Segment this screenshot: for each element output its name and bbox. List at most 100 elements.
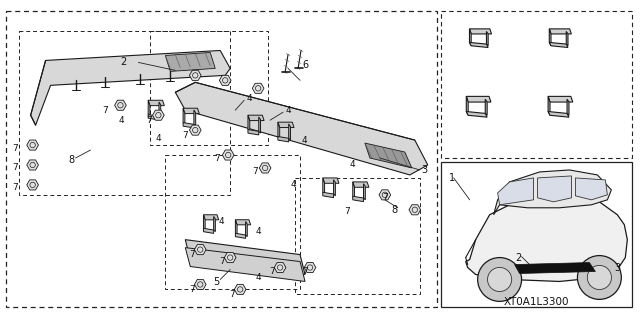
Bar (441, 11, 632, 158)
Polygon shape (252, 83, 264, 93)
Polygon shape (183, 122, 194, 128)
Polygon shape (27, 160, 38, 170)
Polygon shape (323, 192, 333, 198)
Polygon shape (234, 284, 246, 294)
Text: 3: 3 (422, 165, 428, 175)
Polygon shape (566, 31, 568, 46)
Circle shape (488, 267, 512, 292)
Polygon shape (538, 176, 572, 202)
Text: 7: 7 (189, 250, 195, 259)
Polygon shape (236, 233, 246, 238)
Polygon shape (467, 96, 491, 102)
Polygon shape (515, 263, 595, 273)
Polygon shape (220, 75, 231, 85)
Polygon shape (248, 130, 259, 135)
Text: 7: 7 (13, 163, 19, 173)
Text: 7: 7 (189, 285, 195, 294)
Text: 4: 4 (290, 180, 296, 189)
Bar (150, 31, 268, 145)
Polygon shape (204, 228, 214, 234)
Polygon shape (183, 108, 185, 126)
Polygon shape (275, 263, 286, 272)
Polygon shape (27, 180, 38, 190)
Polygon shape (186, 248, 305, 281)
Text: 4: 4 (118, 116, 124, 125)
Polygon shape (175, 82, 428, 175)
Bar (441, 162, 632, 307)
Polygon shape (365, 143, 412, 168)
Polygon shape (548, 112, 569, 117)
Bar (6, 11, 436, 307)
Polygon shape (289, 124, 291, 140)
Polygon shape (194, 110, 196, 126)
Text: 4: 4 (255, 273, 260, 282)
Polygon shape (323, 178, 339, 183)
Text: 7: 7 (344, 207, 349, 216)
Polygon shape (31, 50, 230, 125)
Text: 4: 4 (255, 227, 260, 236)
Text: 7: 7 (102, 106, 108, 115)
Text: 8: 8 (392, 205, 398, 215)
Polygon shape (236, 220, 237, 237)
Polygon shape (236, 220, 251, 225)
Polygon shape (409, 205, 420, 215)
Polygon shape (379, 190, 390, 200)
Text: 2: 2 (120, 57, 127, 67)
Polygon shape (467, 112, 487, 117)
Polygon shape (225, 253, 236, 263)
Polygon shape (486, 31, 488, 46)
Polygon shape (115, 100, 126, 110)
Text: 7: 7 (382, 193, 388, 202)
Polygon shape (195, 279, 206, 290)
Text: 7: 7 (13, 183, 19, 192)
Text: 1: 1 (449, 173, 455, 183)
Text: 8: 8 (68, 155, 75, 165)
Circle shape (577, 256, 621, 300)
Polygon shape (364, 184, 365, 200)
Text: 5: 5 (213, 278, 220, 287)
Polygon shape (214, 217, 215, 232)
Polygon shape (183, 108, 199, 114)
Polygon shape (466, 198, 627, 281)
Polygon shape (222, 150, 234, 160)
Bar (295, 178, 420, 294)
Bar (165, 155, 300, 289)
Text: 7: 7 (182, 130, 188, 140)
Polygon shape (470, 42, 488, 48)
Polygon shape (246, 221, 247, 237)
Text: 7: 7 (229, 290, 235, 299)
Polygon shape (304, 263, 316, 272)
Polygon shape (259, 163, 271, 173)
Polygon shape (248, 115, 250, 133)
Polygon shape (148, 115, 159, 120)
Polygon shape (333, 180, 335, 196)
Polygon shape (148, 100, 164, 106)
Polygon shape (549, 29, 551, 46)
Text: 2: 2 (516, 253, 522, 263)
Polygon shape (353, 196, 364, 202)
Polygon shape (27, 140, 38, 150)
Text: 3: 3 (614, 263, 621, 272)
Polygon shape (152, 110, 164, 120)
Polygon shape (148, 100, 150, 118)
Polygon shape (278, 122, 294, 128)
Polygon shape (189, 125, 201, 135)
Text: 7: 7 (252, 167, 258, 176)
Polygon shape (353, 182, 369, 187)
Text: 6: 6 (302, 60, 308, 70)
Polygon shape (470, 29, 492, 34)
Text: 7: 7 (302, 267, 308, 276)
Polygon shape (278, 122, 280, 140)
Polygon shape (259, 117, 260, 133)
Circle shape (588, 265, 611, 290)
Polygon shape (353, 182, 355, 200)
Text: 4: 4 (246, 94, 252, 103)
Polygon shape (548, 96, 573, 102)
Text: XT0A1L3300: XT0A1L3300 (504, 297, 569, 307)
Polygon shape (549, 42, 568, 48)
Polygon shape (567, 99, 569, 115)
Polygon shape (204, 215, 205, 232)
Polygon shape (467, 96, 468, 115)
Polygon shape (549, 29, 572, 34)
Text: 4: 4 (285, 106, 291, 115)
